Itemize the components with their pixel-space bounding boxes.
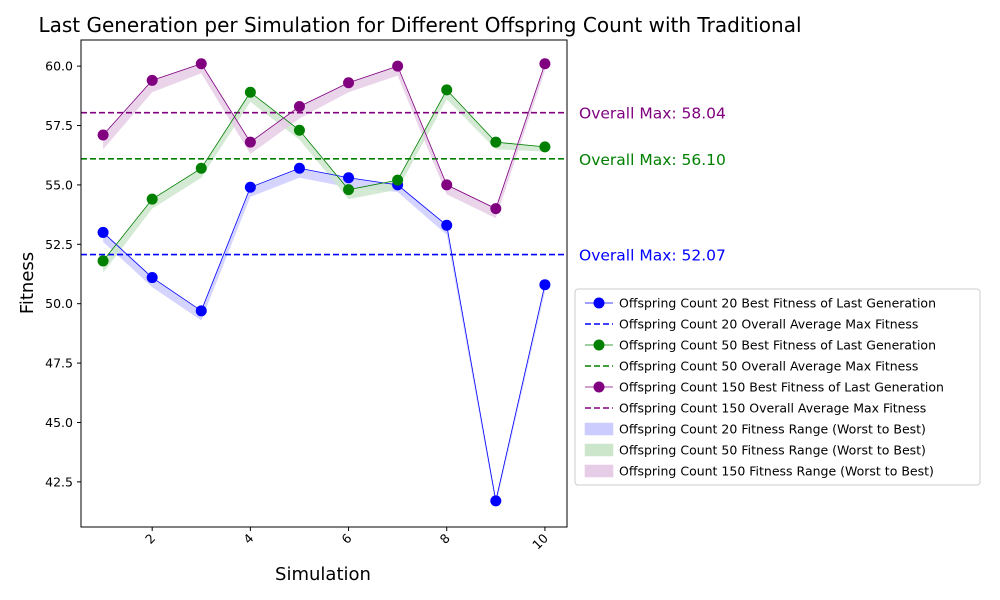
data-point-0-8 bbox=[490, 495, 502, 507]
data-point-0-0 bbox=[97, 226, 109, 238]
legend-entry-range-2-label: Offspring Count 150 Fitness Range (Worst… bbox=[619, 464, 934, 479]
plot-area bbox=[81, 58, 567, 507]
overall-max-label-1: Overall Max: 56.10 bbox=[579, 151, 726, 169]
data-point-1-0 bbox=[97, 255, 109, 267]
fitness-range-band-2 bbox=[103, 63, 545, 219]
legend-entry-range-1-label: Offspring Count 50 Fitness Range (Worst … bbox=[619, 443, 926, 458]
overall-max-annotations: Overall Max: 52.07 Overall Max: 56.10 Over… bbox=[579, 105, 726, 265]
series-line-0 bbox=[102, 167, 546, 501]
legend-entry-overall-1-label: Offspring Count 50 Overall Average Max F… bbox=[619, 359, 918, 374]
x-tick-label-2: 6 bbox=[338, 530, 354, 546]
legend-entry-range-2-patch bbox=[584, 464, 614, 478]
x-tick-label-0: 2 bbox=[142, 531, 158, 547]
legend-entry-overall-0-label: Offspring Count 20 Overall Average Max F… bbox=[619, 317, 918, 332]
legend-entry-best-2-label: Offspring Count 150 Best Fitness of Last… bbox=[619, 380, 944, 395]
y-tick-label-6: 57.5 bbox=[45, 118, 73, 133]
legend-entry-overall-2-label: Offspring Count 150 Overall Average Max … bbox=[619, 401, 926, 416]
legend-entry-range-0-patch bbox=[584, 422, 614, 436]
data-point-0-3 bbox=[244, 181, 256, 193]
axis-ticks: 42.5 45.0 47.5 50.0 52.5 55.0 57.5 60.0 2 4 6 8 10 bbox=[45, 59, 551, 553]
data-point-2-1 bbox=[146, 74, 158, 86]
data-point-0-7 bbox=[441, 219, 453, 231]
legend-box bbox=[574, 288, 981, 486]
x-tick-label-1: 4 bbox=[240, 530, 256, 546]
legend: Offspring Count 20 Best Fitness of Last … bbox=[574, 288, 981, 486]
legend-entry-best-0-marker bbox=[593, 297, 605, 309]
data-point-1-7 bbox=[441, 84, 453, 96]
data-point-0-2 bbox=[195, 305, 207, 317]
data-point-1-3 bbox=[244, 86, 256, 98]
legend-entry-best-2-marker bbox=[593, 381, 605, 393]
overall-max-label-2: Overall Max: 58.04 bbox=[579, 105, 726, 123]
series-line-2 bbox=[102, 63, 546, 210]
overall-max-label-0: Overall Max: 52.07 bbox=[579, 247, 726, 265]
data-point-0-4 bbox=[293, 162, 305, 174]
y-tick-label-7: 60.0 bbox=[45, 59, 73, 74]
data-point-2-0 bbox=[97, 129, 109, 141]
legend-entry-best-1-marker bbox=[593, 339, 605, 351]
y-axis-label: Fitness bbox=[17, 252, 38, 314]
y-tick-label-5: 55.0 bbox=[45, 177, 73, 192]
data-point-1-8 bbox=[490, 136, 502, 148]
fitness-range-band-1 bbox=[103, 89, 545, 273]
legend-entry-best-0-label: Offspring Count 20 Best Fitness of Last … bbox=[619, 296, 936, 311]
y-tick-label-0: 42.5 bbox=[45, 474, 73, 489]
legend-entry-range-0-label: Offspring Count 20 Fitness Range (Worst … bbox=[619, 422, 926, 437]
data-point-2-6 bbox=[392, 60, 404, 72]
data-point-1-9 bbox=[539, 141, 551, 153]
chart-title: Last Generation per Simulation for Diffe… bbox=[38, 13, 801, 37]
data-point-1-2 bbox=[195, 162, 207, 174]
data-point-1-6 bbox=[392, 174, 404, 186]
data-point-2-9 bbox=[539, 58, 551, 70]
data-point-2-3 bbox=[244, 136, 256, 148]
data-point-0-5 bbox=[343, 172, 355, 184]
data-point-0-1 bbox=[146, 272, 158, 284]
data-point-2-2 bbox=[195, 58, 207, 70]
y-tick-label-4: 52.5 bbox=[45, 237, 73, 252]
data-point-0-9 bbox=[539, 279, 551, 291]
data-point-2-7 bbox=[441, 179, 453, 191]
data-point-1-5 bbox=[343, 184, 355, 196]
x-tick-label-4: 10 bbox=[529, 530, 551, 552]
data-point-1-1 bbox=[146, 193, 158, 205]
data-point-2-4 bbox=[293, 101, 305, 113]
y-tick-label-3: 50.0 bbox=[45, 296, 73, 311]
data-point-2-8 bbox=[490, 203, 502, 215]
x-axis-label: Simulation bbox=[275, 564, 371, 585]
x-tick-label-3: 8 bbox=[437, 530, 453, 546]
data-point-1-4 bbox=[293, 124, 305, 136]
legend-entry-range-1-patch bbox=[584, 443, 614, 457]
data-point-2-5 bbox=[343, 77, 355, 89]
y-tick-label-2: 47.5 bbox=[45, 356, 73, 371]
legend-entry-best-1-label: Offspring Count 50 Best Fitness of Last … bbox=[619, 338, 936, 353]
fitness-range-band-0 bbox=[103, 168, 545, 506]
y-tick-label-1: 45.0 bbox=[45, 415, 73, 430]
series-line-1 bbox=[102, 89, 545, 262]
axes-frame bbox=[80, 39, 568, 528]
